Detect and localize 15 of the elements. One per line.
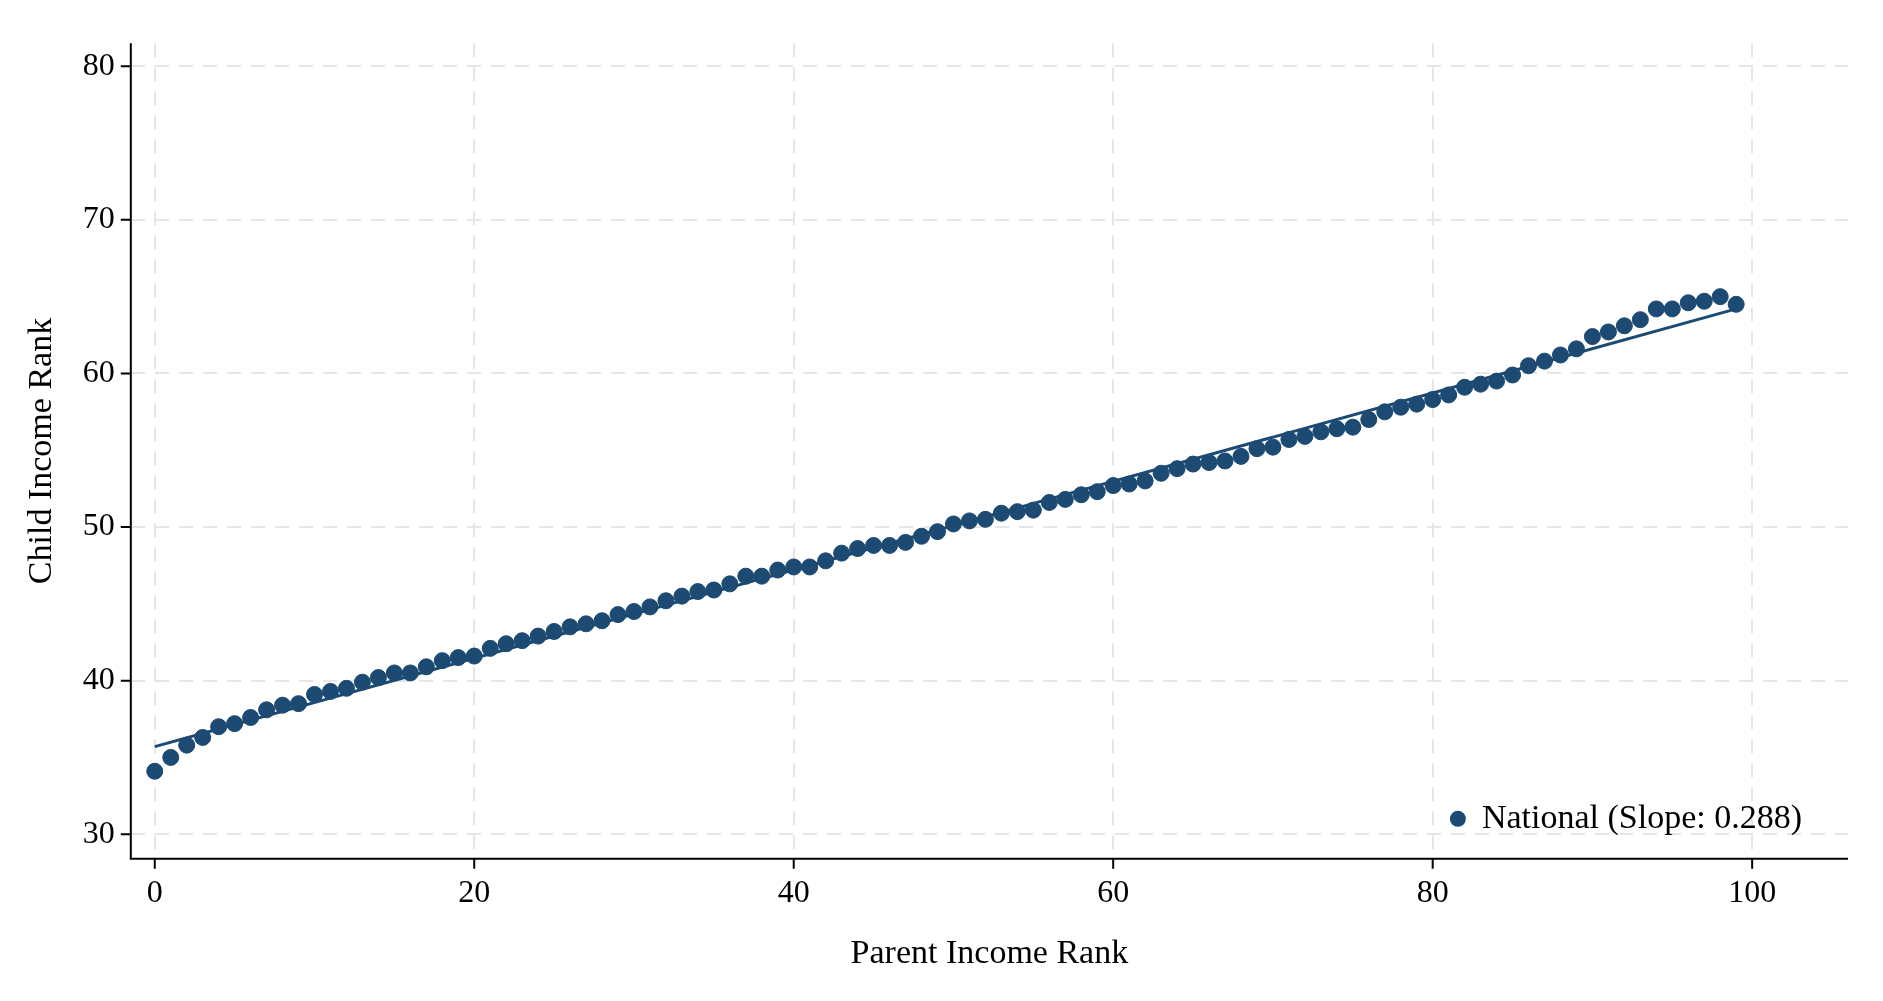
x-axis-title: Parent Income Rank	[850, 932, 1129, 970]
x-tick-label: 0	[146, 873, 163, 910]
legend-label: National (Slope: 0.288)	[1481, 797, 1803, 836]
y-tick-label: 50	[82, 506, 115, 543]
x-tick-label: 60	[1097, 873, 1130, 910]
x-tick-label: 100	[1728, 873, 1777, 910]
x-tick-label: 80	[1416, 873, 1449, 910]
x-tick-label: 40	[777, 873, 810, 910]
x-tick-label: 20	[458, 873, 491, 910]
y-tick-label: 80	[82, 45, 115, 82]
y-tick-label: 70	[82, 199, 115, 236]
y-tick-label: 30	[82, 813, 115, 850]
y-axis-title: Child Income Rank	[21, 317, 59, 585]
y-tick-label: 60	[82, 352, 115, 389]
y-tick-label: 40	[82, 660, 115, 697]
